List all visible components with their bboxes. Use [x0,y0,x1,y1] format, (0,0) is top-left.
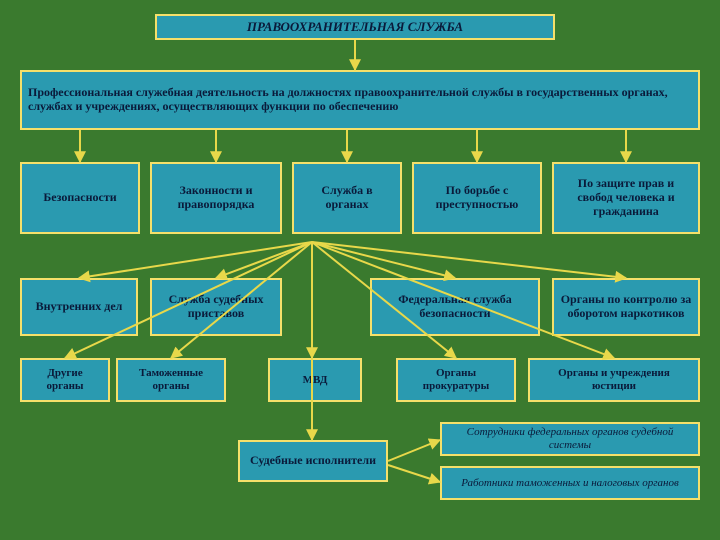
organ-box: МВД [268,358,362,402]
arrow [216,242,312,278]
arrow [79,242,312,278]
arrow [388,440,440,461]
organ-box: Федеральная служба безопасности [370,278,540,336]
organ-box: Таможенные органы [116,358,226,402]
organ-box: Служба судебных приставов [150,278,282,336]
function-box: По борьбе с преступностью [412,162,542,234]
arrow [312,242,626,278]
organ-box: Внутренних дел [20,278,138,336]
diagram-canvas: ПРАВООХРАНИТЕЛЬНАЯ СЛУЖБА Профессиональна… [0,0,720,540]
organ-box: Органы и учреждения юстиции [528,358,700,402]
organ-box: Органы прокуратуры [396,358,516,402]
organ-box: Органы по контролю за оборотом наркотико… [552,278,700,336]
title-box: ПРАВООХРАНИТЕЛЬНАЯ СЛУЖБА [155,14,555,40]
function-box: Безопасности [20,162,140,234]
description-box: Профессиональная служебная деятельность … [20,70,700,130]
executor-box: Судебные исполнители [238,440,388,482]
function-box: Законности и правопорядка [150,162,282,234]
side-box: Работники таможенных и налоговых органов [440,466,700,500]
function-box: По защите прав и свобод человека и гражд… [552,162,700,234]
side-box: Сотрудники федеральных органов судебной … [440,422,700,456]
arrow [388,465,440,482]
function-box: Служба в органах [292,162,402,234]
organ-box: Другие органы [20,358,110,402]
arrow [312,242,455,278]
